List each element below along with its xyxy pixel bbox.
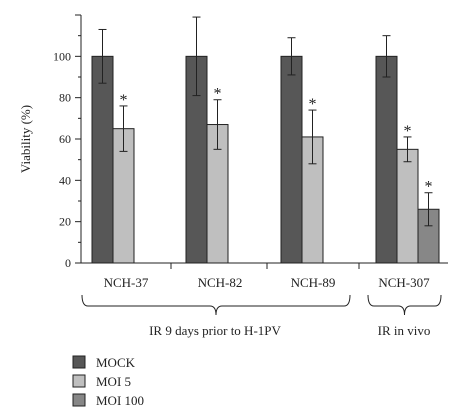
significance-star: *	[425, 179, 433, 196]
x-category-label: NCH-37	[104, 275, 149, 290]
x-category-label: NCH-307	[378, 275, 430, 290]
legend-label: MOCK	[96, 355, 136, 370]
y-tick-label: 80	[59, 91, 71, 105]
bar-mock-nch-307	[375, 55, 398, 264]
x-category-label: NCH-82	[198, 275, 243, 290]
bar-moi-5-nch-307	[396, 148, 419, 264]
significance-star: *	[404, 123, 412, 140]
y-tick-label: 0	[65, 256, 71, 270]
y-tick-label: 40	[59, 173, 71, 187]
bar-mock-nch-37	[91, 55, 114, 264]
group-brace-ir-9-days	[81, 294, 351, 316]
y-tick-label: 100	[53, 49, 71, 63]
y-tick-label: 60	[59, 132, 71, 146]
y-axis-title: Viability (%)	[18, 105, 33, 173]
significance-star: *	[214, 86, 222, 103]
significance-star: *	[120, 92, 128, 109]
legend-swatch	[72, 355, 86, 369]
significance-star: *	[309, 96, 317, 113]
y-tick-label: 20	[59, 215, 71, 229]
x-category-label: NCH-89	[291, 275, 336, 290]
legend-label: MOI 100	[96, 393, 144, 408]
legend-swatch	[72, 374, 86, 388]
legend-swatch	[72, 393, 86, 407]
group-label: IR 9 days prior to H-1PV	[149, 323, 281, 338]
bar-mock-nch-89	[280, 55, 303, 264]
group-brace-ir-in-vivo	[367, 294, 442, 316]
legend-label: MOI 5	[96, 374, 131, 389]
group-label: IR in vivo	[378, 323, 431, 338]
